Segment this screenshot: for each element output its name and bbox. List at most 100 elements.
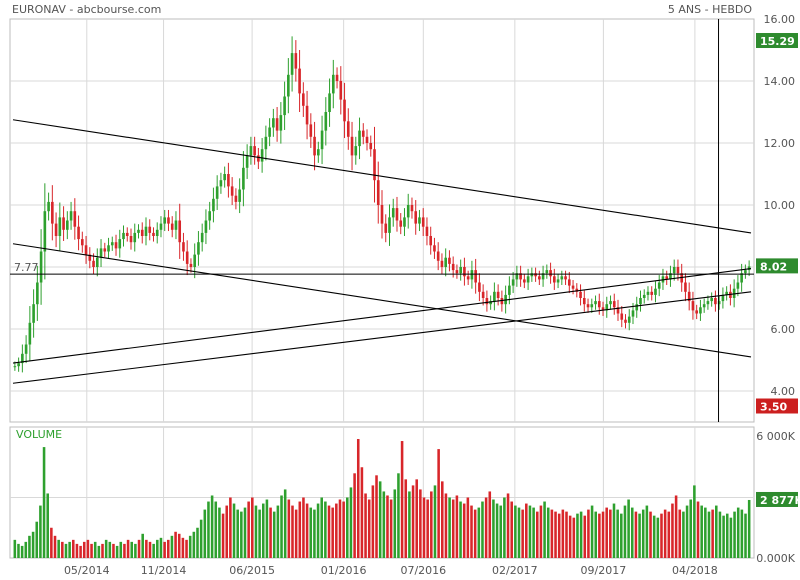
volume-bar [747, 499, 751, 558]
candle-body [212, 198, 215, 212]
candle-body [654, 288, 657, 295]
candle-body [485, 298, 489, 305]
volume-bar [554, 511, 557, 558]
volume-bar [656, 517, 660, 558]
volume-bar [594, 511, 598, 558]
volume-bar [356, 439, 360, 558]
candle-body [676, 267, 680, 274]
trendline-upper-channel [12, 268, 752, 364]
volume-y-tick-label: 0.000K [756, 552, 795, 565]
volume-bar [477, 507, 481, 558]
volume-bar [82, 541, 86, 558]
x-ticks: 05/2014 11/2014 06/2015 01/2016 07/2016 02/20… [64, 564, 718, 577]
candle-body [275, 118, 279, 131]
volume-bar [685, 505, 689, 558]
volume-bar [126, 539, 130, 558]
value-tags: 15.29 8.02 3.50 2 877K [756, 33, 800, 507]
volume-bar [517, 507, 521, 558]
candle-body [223, 174, 226, 181]
candle-body [481, 291, 485, 298]
volume-bar [364, 493, 367, 558]
volume-bar [251, 497, 254, 558]
candle-body [339, 81, 343, 100]
x-tick-label: 04/2018 [672, 564, 718, 577]
volume-bar [576, 513, 579, 558]
candle-body [290, 53, 294, 75]
candle-body [493, 291, 496, 302]
volume-bar [331, 507, 334, 558]
volume-bar [393, 489, 397, 558]
candle-body [616, 307, 620, 314]
candle-body [380, 205, 384, 224]
candle-body [391, 208, 395, 218]
volume-bar [451, 499, 455, 558]
volume-bar [441, 481, 444, 558]
volume-bar [609, 509, 612, 558]
volume-bar [638, 513, 641, 558]
volume-bar [590, 505, 594, 558]
candle-body [335, 74, 339, 81]
candle-body [36, 282, 39, 305]
candle-body [309, 124, 313, 137]
trendlines: 7.77 [10, 19, 754, 422]
volume-tag-text: 2 877K [760, 494, 800, 507]
volume-bar [240, 511, 243, 558]
candle-body [167, 217, 170, 224]
candle-body [287, 74, 290, 97]
candle-body [545, 270, 549, 274]
candle-body [215, 186, 219, 199]
candle-body [609, 301, 612, 305]
candle-body [717, 301, 721, 305]
volume-bar [470, 505, 473, 558]
price-candles [13, 36, 751, 373]
volume-bar [53, 535, 57, 558]
volume-bar [276, 505, 280, 558]
volume-bar [481, 501, 484, 558]
candle-body [695, 310, 698, 314]
volume-bar [448, 497, 451, 558]
volume-bar [408, 491, 411, 558]
candle-body [365, 136, 369, 143]
volume-bar [612, 503, 616, 558]
candle-body [474, 270, 477, 283]
volume-bar [382, 491, 386, 558]
candle-body [350, 136, 354, 156]
volume-bar [232, 503, 236, 558]
value-tag-text: 15.29 [760, 35, 795, 48]
volume-bar [119, 541, 123, 558]
volume-bar [718, 511, 722, 558]
candle-body [204, 220, 208, 233]
volume-bar [185, 539, 188, 558]
volume-bar [722, 515, 725, 558]
volume-bar [218, 507, 221, 558]
trendline-resistance [12, 119, 752, 234]
volume-bar [601, 511, 605, 558]
volume-bar [346, 497, 349, 558]
candle-body [714, 298, 717, 305]
candle-body [174, 220, 178, 230]
candle-body [530, 273, 534, 277]
volume-bar [68, 541, 71, 558]
volume-bar [623, 505, 627, 558]
volume-bar [46, 493, 49, 558]
volume-bar [170, 535, 174, 558]
candle-body [140, 229, 144, 236]
candle-body [687, 291, 691, 302]
value-tag-box [756, 398, 798, 414]
candle-body [410, 205, 414, 212]
volume-bar [64, 543, 68, 558]
y-tick-label: 4.00 [771, 385, 796, 398]
candle-body [538, 276, 541, 280]
volume-bar [616, 509, 619, 558]
volume-bar [196, 527, 199, 558]
volume-bar [342, 501, 345, 558]
candle-body [148, 226, 152, 233]
candle-body [346, 121, 350, 137]
candle-body [740, 273, 743, 283]
candle-body [283, 96, 286, 116]
y-tick-label: 6.00 [771, 323, 796, 336]
candle-body [343, 99, 346, 122]
volume-bar [579, 511, 583, 558]
volume-bar [466, 497, 470, 558]
volume-bar [503, 497, 506, 558]
